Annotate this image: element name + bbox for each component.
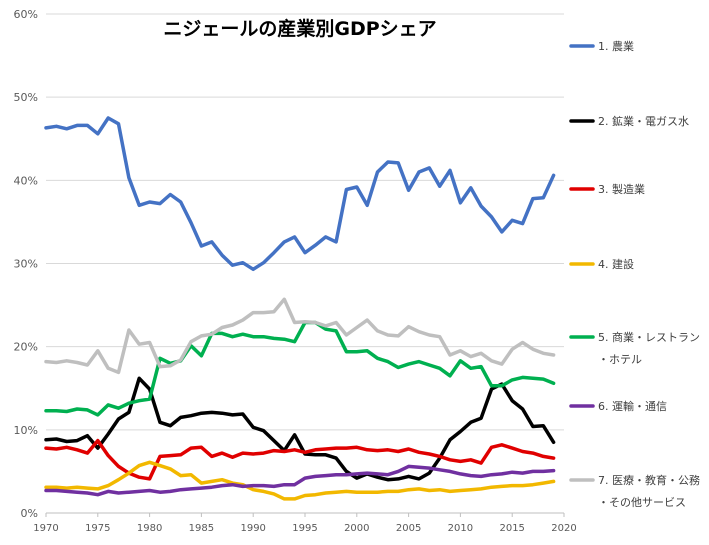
x-tick-label: 2020 <box>551 523 576 534</box>
legend-label-5: 5. 商業・レストラン <box>598 330 700 344</box>
x-tick-label: 2015 <box>499 523 524 534</box>
legend-label-7: 7. 医療・教育・公務 <box>598 473 700 487</box>
y-tick-label: 40% <box>14 174 38 187</box>
gridlines <box>46 13 564 431</box>
series-line-7 <box>44 297 556 375</box>
x-tick-label: 1990 <box>240 523 265 534</box>
series-line-2 <box>44 376 556 482</box>
chart-title: ニジェールの産業別GDPシェア <box>163 18 437 40</box>
legend-label-1: 1. 農業 <box>598 39 634 53</box>
legend-label-6: 6. 運輸・通信 <box>598 399 667 413</box>
series-line-1 <box>44 116 556 272</box>
x-tick-label: 2000 <box>344 523 369 534</box>
series-line-4 <box>44 460 556 501</box>
legend-label-2: 2. 鉱業・電ガス水 <box>598 114 689 128</box>
x-tick-label: 1985 <box>189 523 214 534</box>
y-tick-label: 60% <box>14 8 38 21</box>
series-line-6 <box>44 464 556 497</box>
x-tick-label: 2010 <box>448 523 473 534</box>
legend-label-5: ・ホテル <box>598 353 642 366</box>
x-tick-label: 2005 <box>396 523 421 534</box>
legend: 1. 農業 2. 鉱業・電ガス水 3. 製造業 4. 建設 5. 商業・レストラン・ホテ… <box>569 39 700 509</box>
legend-label-7: ・その他サービス <box>598 496 686 509</box>
y-tick-label: 30% <box>14 258 38 271</box>
x-tick-label: 1975 <box>85 523 110 534</box>
axes: 0% 10% 20% 30% 40% 50% 60% 1970 1975 1980 1985 1990… <box>14 8 577 534</box>
legend-label-4: 4. 建設 <box>598 257 634 271</box>
x-tick-label: 1980 <box>137 523 162 534</box>
y-tick-label: 0% <box>21 507 38 520</box>
legend-label-3: 3. 製造業 <box>598 182 645 196</box>
series-line-5 <box>44 320 556 417</box>
series-lines <box>44 116 556 501</box>
y-tick-label: 20% <box>14 341 38 354</box>
y-tick-label: 10% <box>14 424 38 437</box>
y-tick-label: 50% <box>14 91 38 104</box>
x-tick-label: 1970 <box>33 523 58 534</box>
x-tick-label: 1995 <box>292 523 317 534</box>
